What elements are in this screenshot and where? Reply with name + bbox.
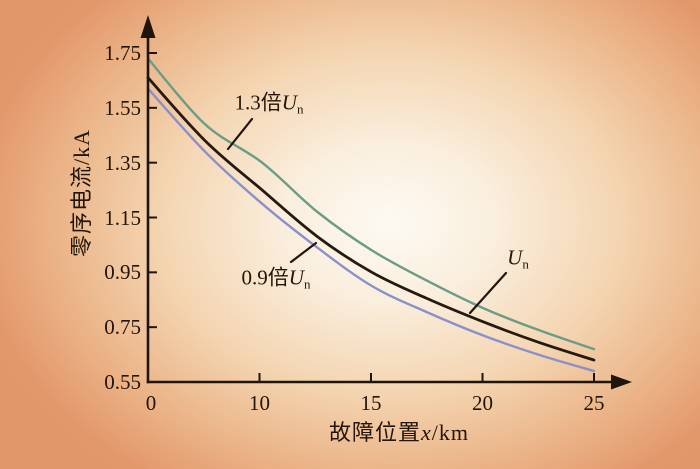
x-tick-label: 15 [360, 391, 382, 415]
series-curve-2 [146, 87, 596, 373]
series-callout-label-2: 0.9倍Un [242, 262, 311, 293]
callout-symbol: U [281, 90, 297, 115]
x-axis-arrow-icon [611, 374, 632, 390]
y-tick-label: 0.95 [104, 260, 141, 285]
x-axis-title: 故障位置x/km [329, 415, 469, 447]
callout-prefix: 0.9倍 [241, 265, 289, 290]
y-tick-label: 0.75 [104, 315, 141, 340]
callout-subscript: n [296, 101, 304, 117]
y-axis-title: 零序电流/kA [69, 128, 94, 258]
series-curve-0 [146, 57, 596, 351]
y-axis-arrow-icon [140, 15, 156, 38]
y-tick-label: 1.55 [104, 95, 141, 120]
callout-subscript: n [303, 276, 311, 292]
series-callout-label-0: 1.3倍Un [235, 87, 304, 118]
x-tick-label: 25 [583, 391, 605, 415]
y-tick-label: 1.35 [104, 150, 141, 175]
y-tick-label: 0.55 [104, 370, 141, 394]
x-tick-label: 0 [145, 391, 157, 415]
y-tick-label: 1.75 [104, 41, 141, 65]
x-tick-label: 20 [472, 391, 493, 415]
x-tick-label: 10 [249, 391, 270, 415]
x-axis-title-symbol: x [421, 420, 432, 445]
series-callout-label-1: Un [507, 246, 529, 273]
callout-subscript: n [522, 256, 529, 272]
callout-line-2 [289, 241, 318, 264]
x-axis-title-suffix: /km [431, 420, 470, 445]
y-tick-label: 1.15 [104, 205, 141, 230]
callout-line-1 [468, 271, 508, 315]
callout-line-0 [226, 117, 254, 151]
series-curve-1 [146, 76, 596, 362]
callout-symbol: U [507, 245, 523, 270]
x-axis-title-prefix: 故障位置 [328, 420, 422, 445]
callout-prefix: 1.3倍 [234, 90, 282, 115]
callout-symbol: U [288, 265, 304, 290]
